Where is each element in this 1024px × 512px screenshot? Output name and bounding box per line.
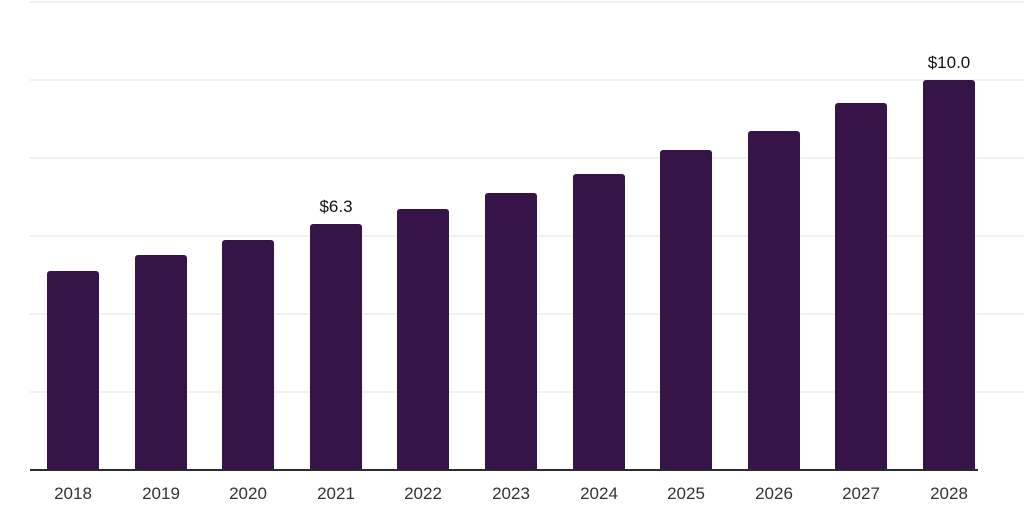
x-tick-label-2026: 2026 bbox=[755, 484, 793, 503]
x-tick-label-2022: 2022 bbox=[404, 484, 442, 503]
x-tick-label-2018: 2018 bbox=[54, 484, 92, 503]
bar-2022[interactable] bbox=[397, 209, 449, 470]
x-tick-label-2028: 2028 bbox=[930, 484, 968, 503]
bar-2023[interactable] bbox=[485, 193, 537, 470]
bar-2021[interactable] bbox=[310, 224, 362, 470]
x-tick-label-2020: 2020 bbox=[229, 484, 267, 503]
x-axis-line bbox=[30, 469, 978, 471]
gridline-10 bbox=[30, 79, 1024, 81]
gridline-8 bbox=[30, 157, 1024, 159]
x-tick-label-2027: 2027 bbox=[842, 484, 880, 503]
bar-2025[interactable] bbox=[660, 150, 712, 470]
bar-2028[interactable] bbox=[923, 80, 975, 470]
data-label-2028: $10.0 bbox=[927, 53, 971, 72]
x-tick-label-2025: 2025 bbox=[667, 484, 705, 503]
bar-2026[interactable] bbox=[748, 131, 800, 470]
x-tick-label-2024: 2024 bbox=[580, 484, 618, 503]
bar-2027[interactable] bbox=[835, 103, 887, 470]
bar-2018[interactable] bbox=[47, 271, 99, 470]
bar-2020[interactable] bbox=[222, 240, 274, 470]
x-tick-label-2023: 2023 bbox=[492, 484, 530, 503]
bar-2019[interactable] bbox=[135, 255, 187, 470]
x-tick-label-2019: 2019 bbox=[142, 484, 180, 503]
bar-2024[interactable] bbox=[573, 174, 625, 470]
data-label-2021: $6.3 bbox=[319, 197, 353, 216]
x-tick-label-2021: 2021 bbox=[317, 484, 355, 503]
gridline-12 bbox=[30, 1, 1024, 3]
